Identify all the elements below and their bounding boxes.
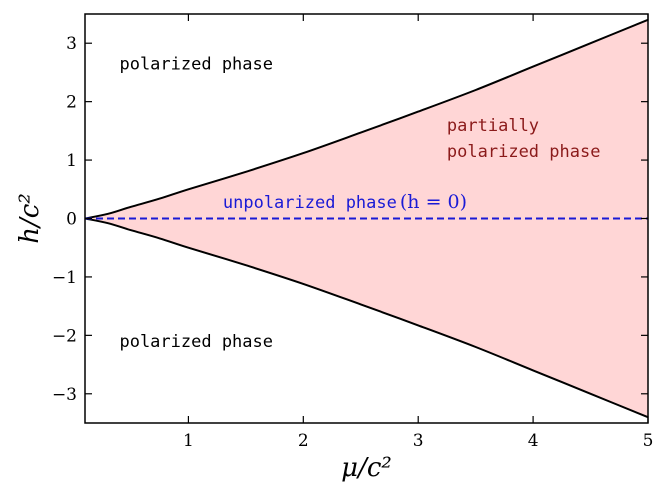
x-axis-label: μ/c² [341, 453, 392, 483]
y-tick-label: 1 [66, 151, 77, 171]
region-label: polarized phase [119, 55, 273, 75]
y-axis-label: h/c² [15, 193, 45, 244]
y-tick-label: −2 [52, 326, 77, 346]
region-label: polarized phase [119, 332, 273, 352]
y-tick-label: −3 [52, 385, 77, 405]
upper-phase-boundary [84, 18, 649, 220]
x-tick-label: 4 [528, 431, 539, 451]
y-axis: −3 −2 −1 0 1 2 3 [52, 34, 648, 405]
x-tick-label: 5 [643, 431, 654, 451]
lower-phase-boundary [84, 217, 649, 419]
region-label-condition: (h = 0) [400, 191, 467, 213]
x-axis: 1 2 3 4 5 [183, 14, 653, 451]
x-tick-label: 1 [183, 431, 194, 451]
x-tick-label: 3 [413, 431, 424, 451]
x-tick-label: 2 [298, 431, 309, 451]
region-label: unpolarized phase (h = 0) [223, 191, 467, 213]
y-tick-label: 3 [66, 34, 77, 54]
region-label: partially [447, 116, 539, 136]
region-labels: polarized phase polarized phase partially p… [119, 55, 600, 353]
region-label: polarized phase [447, 142, 601, 162]
y-tick-label: 0 [66, 210, 77, 230]
y-tick-label: −1 [52, 268, 77, 288]
y-tick-label: 2 [66, 93, 77, 113]
